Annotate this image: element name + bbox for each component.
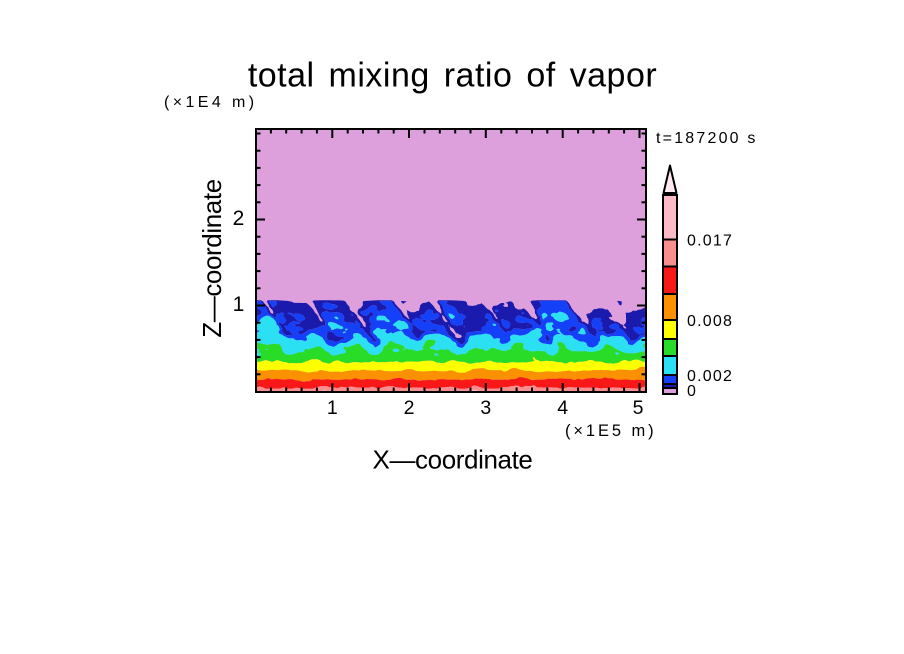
svg-text:X—coordinate: X—coordinate	[373, 445, 533, 475]
svg-text:total mixing ratio of vapor: total mixing ratio of vapor	[248, 57, 657, 95]
svg-text:0.002: 0.002	[687, 368, 733, 385]
svg-text:0: 0	[687, 383, 697, 400]
svg-text:1: 1	[233, 293, 245, 316]
svg-text:3: 3	[480, 397, 491, 419]
svg-text:4: 4	[557, 397, 568, 419]
svg-text:5: 5	[633, 397, 644, 419]
svg-text:t=187200 s: t=187200 s	[656, 130, 758, 147]
svg-text:0.008: 0.008	[687, 313, 733, 330]
svg-text:0.017: 0.017	[687, 233, 733, 250]
svg-text:2: 2	[233, 207, 245, 230]
svg-text:(×1E4 m): (×1E4 m)	[164, 94, 257, 111]
svg-text:(×1E5 m): (×1E5 m)	[565, 422, 657, 440]
svg-text:2: 2	[404, 397, 415, 419]
svg-text:1: 1	[327, 397, 338, 419]
svg-text:Z—coordinate: Z—coordinate	[197, 179, 227, 338]
